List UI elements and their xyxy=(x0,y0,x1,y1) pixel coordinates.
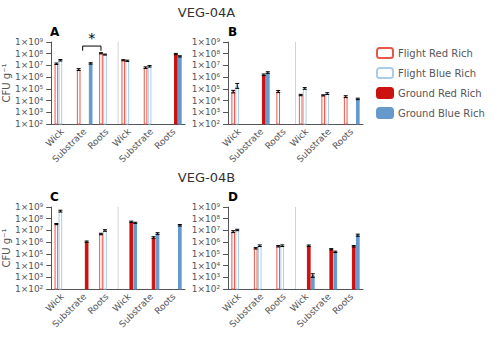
svg-text:1×10⁵: 1×10⁵ xyxy=(192,249,221,259)
svg-text:Substrate: Substrate xyxy=(295,126,333,164)
svg-text:1×10²: 1×10² xyxy=(15,284,44,294)
svg-text:Roots: Roots xyxy=(153,291,178,316)
svg-text:VEG-04A: VEG-04A xyxy=(178,5,235,20)
svg-text:1×10⁸: 1×10⁸ xyxy=(192,214,221,224)
svg-text:Wick: Wick xyxy=(288,126,311,149)
svg-text:Roots: Roots xyxy=(86,126,111,151)
svg-text:Wick: Wick xyxy=(220,126,243,149)
svg-text:1×10⁸: 1×10⁸ xyxy=(15,49,44,59)
svg-text:1×10⁷: 1×10⁷ xyxy=(15,225,44,235)
svg-text:Substrate: Substrate xyxy=(227,291,265,329)
svg-text:1×10⁷: 1×10⁷ xyxy=(192,60,221,70)
svg-text:Flight Blue Rich: Flight Blue Rich xyxy=(398,68,476,79)
svg-text:1×10⁶: 1×10⁶ xyxy=(192,237,221,247)
svg-text:Substrate: Substrate xyxy=(117,291,155,329)
svg-text:Wick: Wick xyxy=(288,291,311,314)
svg-text:1×10⁵: 1×10⁵ xyxy=(15,84,44,94)
svg-text:Roots: Roots xyxy=(86,291,111,316)
svg-text:Ground Red Rich: Ground Red Rich xyxy=(398,88,482,99)
svg-text:D: D xyxy=(228,190,238,204)
svg-text:B: B xyxy=(228,25,237,39)
svg-text:Substrate: Substrate xyxy=(50,291,88,329)
svg-text:Roots: Roots xyxy=(263,126,288,151)
svg-text:VEG-04B: VEG-04B xyxy=(178,170,235,185)
svg-text:CFU g⁻¹: CFU g⁻¹ xyxy=(1,229,12,268)
svg-text:Ground Blue Rich: Ground Blue Rich xyxy=(398,108,485,119)
svg-text:1×10⁹: 1×10⁹ xyxy=(15,202,44,212)
svg-text:CFU g⁻¹: CFU g⁻¹ xyxy=(1,64,12,103)
svg-text:1×10²: 1×10² xyxy=(192,284,221,294)
svg-text:Wick: Wick xyxy=(110,126,133,149)
svg-text:1×10⁴: 1×10⁴ xyxy=(15,261,44,271)
svg-text:1×10⁹: 1×10⁹ xyxy=(15,37,44,47)
svg-text:Substrate: Substrate xyxy=(227,126,265,164)
svg-text:Substrate: Substrate xyxy=(117,126,155,164)
svg-text:1×10⁹: 1×10⁹ xyxy=(192,37,221,47)
svg-text:Wick: Wick xyxy=(220,291,243,314)
svg-text:1×10⁴: 1×10⁴ xyxy=(192,261,221,271)
svg-text:Substrate: Substrate xyxy=(295,291,333,329)
svg-text:Roots: Roots xyxy=(331,291,356,316)
svg-text:1×10⁷: 1×10⁷ xyxy=(15,60,44,70)
svg-text:Wick: Wick xyxy=(43,291,66,314)
svg-text:1×10³: 1×10³ xyxy=(15,107,44,117)
svg-text:C: C xyxy=(50,190,59,204)
svg-text:1×10⁴: 1×10⁴ xyxy=(192,96,221,106)
svg-text:1×10³: 1×10³ xyxy=(15,272,44,282)
svg-text:1×10²: 1×10² xyxy=(15,119,44,129)
svg-text:1×10³: 1×10³ xyxy=(192,107,221,117)
svg-text:*: * xyxy=(88,30,95,46)
svg-text:1×10³: 1×10³ xyxy=(192,272,221,282)
svg-text:Roots: Roots xyxy=(331,126,356,151)
svg-text:Flight Red Rich: Flight Red Rich xyxy=(398,48,473,59)
svg-text:Wick: Wick xyxy=(43,126,66,149)
svg-text:1×10⁴: 1×10⁴ xyxy=(15,96,44,106)
svg-text:Wick: Wick xyxy=(110,291,133,314)
svg-text:1×10⁵: 1×10⁵ xyxy=(15,249,44,259)
svg-text:1×10⁶: 1×10⁶ xyxy=(15,237,44,247)
svg-text:1×10⁶: 1×10⁶ xyxy=(192,72,221,82)
svg-text:Substrate: Substrate xyxy=(50,126,88,164)
svg-text:1×10⁸: 1×10⁸ xyxy=(15,214,44,224)
svg-text:1×10²: 1×10² xyxy=(192,119,221,129)
svg-text:1×10⁶: 1×10⁶ xyxy=(15,72,44,82)
svg-text:1×10⁹: 1×10⁹ xyxy=(192,202,221,212)
svg-text:Roots: Roots xyxy=(263,291,288,316)
svg-text:A: A xyxy=(50,25,60,39)
svg-text:1×10⁸: 1×10⁸ xyxy=(192,49,221,59)
svg-text:1×10⁵: 1×10⁵ xyxy=(192,84,221,94)
svg-text:1×10⁷: 1×10⁷ xyxy=(192,225,221,235)
svg-text:Roots: Roots xyxy=(153,126,178,151)
